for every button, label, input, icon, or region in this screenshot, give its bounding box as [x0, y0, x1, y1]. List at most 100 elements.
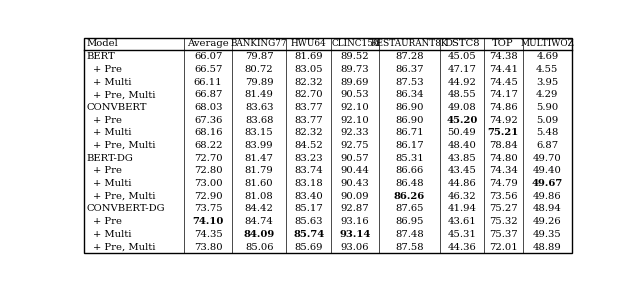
Text: 48.40: 48.40	[447, 141, 476, 150]
Text: 83.05: 83.05	[294, 65, 323, 74]
Text: 93.14: 93.14	[339, 230, 371, 239]
Text: 66.07: 66.07	[194, 52, 222, 61]
Text: 5.09: 5.09	[536, 116, 559, 125]
Text: RESTAURANT8K: RESTAURANT8K	[371, 40, 449, 49]
Text: 48.94: 48.94	[533, 205, 562, 214]
Text: 84.42: 84.42	[244, 205, 273, 214]
Text: 74.10: 74.10	[193, 217, 224, 226]
Text: 4.69: 4.69	[536, 52, 559, 61]
Text: 41.94: 41.94	[447, 205, 476, 214]
Text: 83.23: 83.23	[294, 154, 323, 163]
Text: 73.80: 73.80	[194, 242, 223, 251]
Text: + Pre, Multi: + Pre, Multi	[93, 141, 156, 150]
Text: 81.49: 81.49	[244, 90, 273, 99]
Text: 50.49: 50.49	[447, 128, 476, 137]
Text: 48.55: 48.55	[447, 90, 476, 99]
Text: 74.45: 74.45	[489, 77, 518, 86]
Text: + Pre: + Pre	[93, 217, 122, 226]
Text: 68.16: 68.16	[194, 128, 223, 137]
Text: 92.75: 92.75	[341, 141, 369, 150]
Text: DSTC8: DSTC8	[444, 40, 480, 49]
Text: 83.77: 83.77	[294, 103, 323, 112]
Text: 49.70: 49.70	[533, 154, 562, 163]
Text: 81.08: 81.08	[244, 192, 273, 201]
Text: CONVBERT-DG: CONVBERT-DG	[86, 205, 165, 214]
Text: 73.00: 73.00	[194, 179, 223, 188]
Text: MULTIWOZ: MULTIWOZ	[520, 40, 574, 49]
Text: 49.26: 49.26	[533, 217, 562, 226]
Text: 81.79: 81.79	[244, 166, 273, 175]
Text: 84.74: 84.74	[244, 217, 273, 226]
Text: 74.38: 74.38	[489, 52, 518, 61]
Text: 49.08: 49.08	[447, 103, 476, 112]
Text: 85.17: 85.17	[294, 205, 323, 214]
Text: 87.53: 87.53	[396, 77, 424, 86]
Text: + Pre, Multi: + Pre, Multi	[93, 192, 156, 201]
Text: 68.03: 68.03	[194, 103, 223, 112]
Text: 72.90: 72.90	[194, 192, 223, 201]
Text: 81.69: 81.69	[294, 52, 323, 61]
Text: 84.52: 84.52	[294, 141, 323, 150]
Text: 66.57: 66.57	[194, 65, 222, 74]
Text: 92.87: 92.87	[341, 205, 369, 214]
Text: TOP: TOP	[492, 40, 514, 49]
Text: 82.32: 82.32	[294, 77, 323, 86]
Text: 86.71: 86.71	[396, 128, 424, 137]
Text: + Multi: + Multi	[93, 230, 131, 239]
Text: 44.92: 44.92	[447, 77, 476, 86]
Text: 6.87: 6.87	[536, 141, 559, 150]
Text: 49.67: 49.67	[532, 179, 563, 188]
Text: 86.66: 86.66	[396, 166, 424, 175]
Text: 87.48: 87.48	[396, 230, 424, 239]
Text: 43.85: 43.85	[447, 154, 476, 163]
Text: 83.99: 83.99	[245, 141, 273, 150]
Text: + Multi: + Multi	[93, 77, 131, 86]
Text: 86.17: 86.17	[396, 141, 424, 150]
Text: 47.17: 47.17	[447, 65, 476, 74]
Text: 93.16: 93.16	[341, 217, 369, 226]
Text: 86.26: 86.26	[394, 192, 425, 201]
Text: + Pre: + Pre	[93, 166, 122, 175]
Text: 44.36: 44.36	[447, 242, 476, 251]
Text: 93.06: 93.06	[341, 242, 369, 251]
Text: 4.55: 4.55	[536, 65, 559, 74]
Text: 87.58: 87.58	[396, 242, 424, 251]
Text: 90.43: 90.43	[340, 179, 369, 188]
Text: 85.31: 85.31	[396, 154, 424, 163]
Text: 92.10: 92.10	[340, 116, 369, 125]
Text: 83.40: 83.40	[294, 192, 323, 201]
Text: 79.87: 79.87	[245, 52, 273, 61]
Text: 86.37: 86.37	[396, 65, 424, 74]
Text: 81.47: 81.47	[244, 154, 273, 163]
Text: 82.70: 82.70	[294, 90, 323, 99]
Text: 72.01: 72.01	[489, 242, 518, 251]
Text: CONVBERT: CONVBERT	[86, 103, 147, 112]
Text: 90.57: 90.57	[341, 154, 369, 163]
Text: BANKING77: BANKING77	[231, 40, 287, 49]
Text: 79.89: 79.89	[245, 77, 273, 86]
Text: 86.90: 86.90	[396, 103, 424, 112]
Text: 90.44: 90.44	[340, 166, 369, 175]
Text: 49.86: 49.86	[533, 192, 562, 201]
Text: 46.32: 46.32	[447, 192, 476, 201]
Text: 74.80: 74.80	[489, 154, 518, 163]
Text: 85.63: 85.63	[294, 217, 323, 226]
Text: 83.15: 83.15	[244, 128, 273, 137]
Text: HWU64: HWU64	[291, 40, 326, 49]
Text: 67.36: 67.36	[194, 116, 222, 125]
Text: + Pre, Multi: + Pre, Multi	[93, 90, 156, 99]
Text: 86.90: 86.90	[396, 116, 424, 125]
Text: 74.41: 74.41	[489, 65, 518, 74]
Text: 74.92: 74.92	[489, 116, 518, 125]
Text: CLINC150: CLINC150	[332, 40, 379, 49]
Text: 92.10: 92.10	[340, 103, 369, 112]
Text: 43.45: 43.45	[447, 166, 476, 175]
Text: 45.05: 45.05	[447, 52, 476, 61]
Text: 5.48: 5.48	[536, 128, 559, 137]
Text: 43.61: 43.61	[447, 217, 476, 226]
Text: 66.11: 66.11	[194, 77, 223, 86]
Text: 72.80: 72.80	[194, 166, 223, 175]
Text: 45.31: 45.31	[447, 230, 476, 239]
Text: 85.06: 85.06	[245, 242, 273, 251]
Text: 74.79: 74.79	[489, 179, 518, 188]
